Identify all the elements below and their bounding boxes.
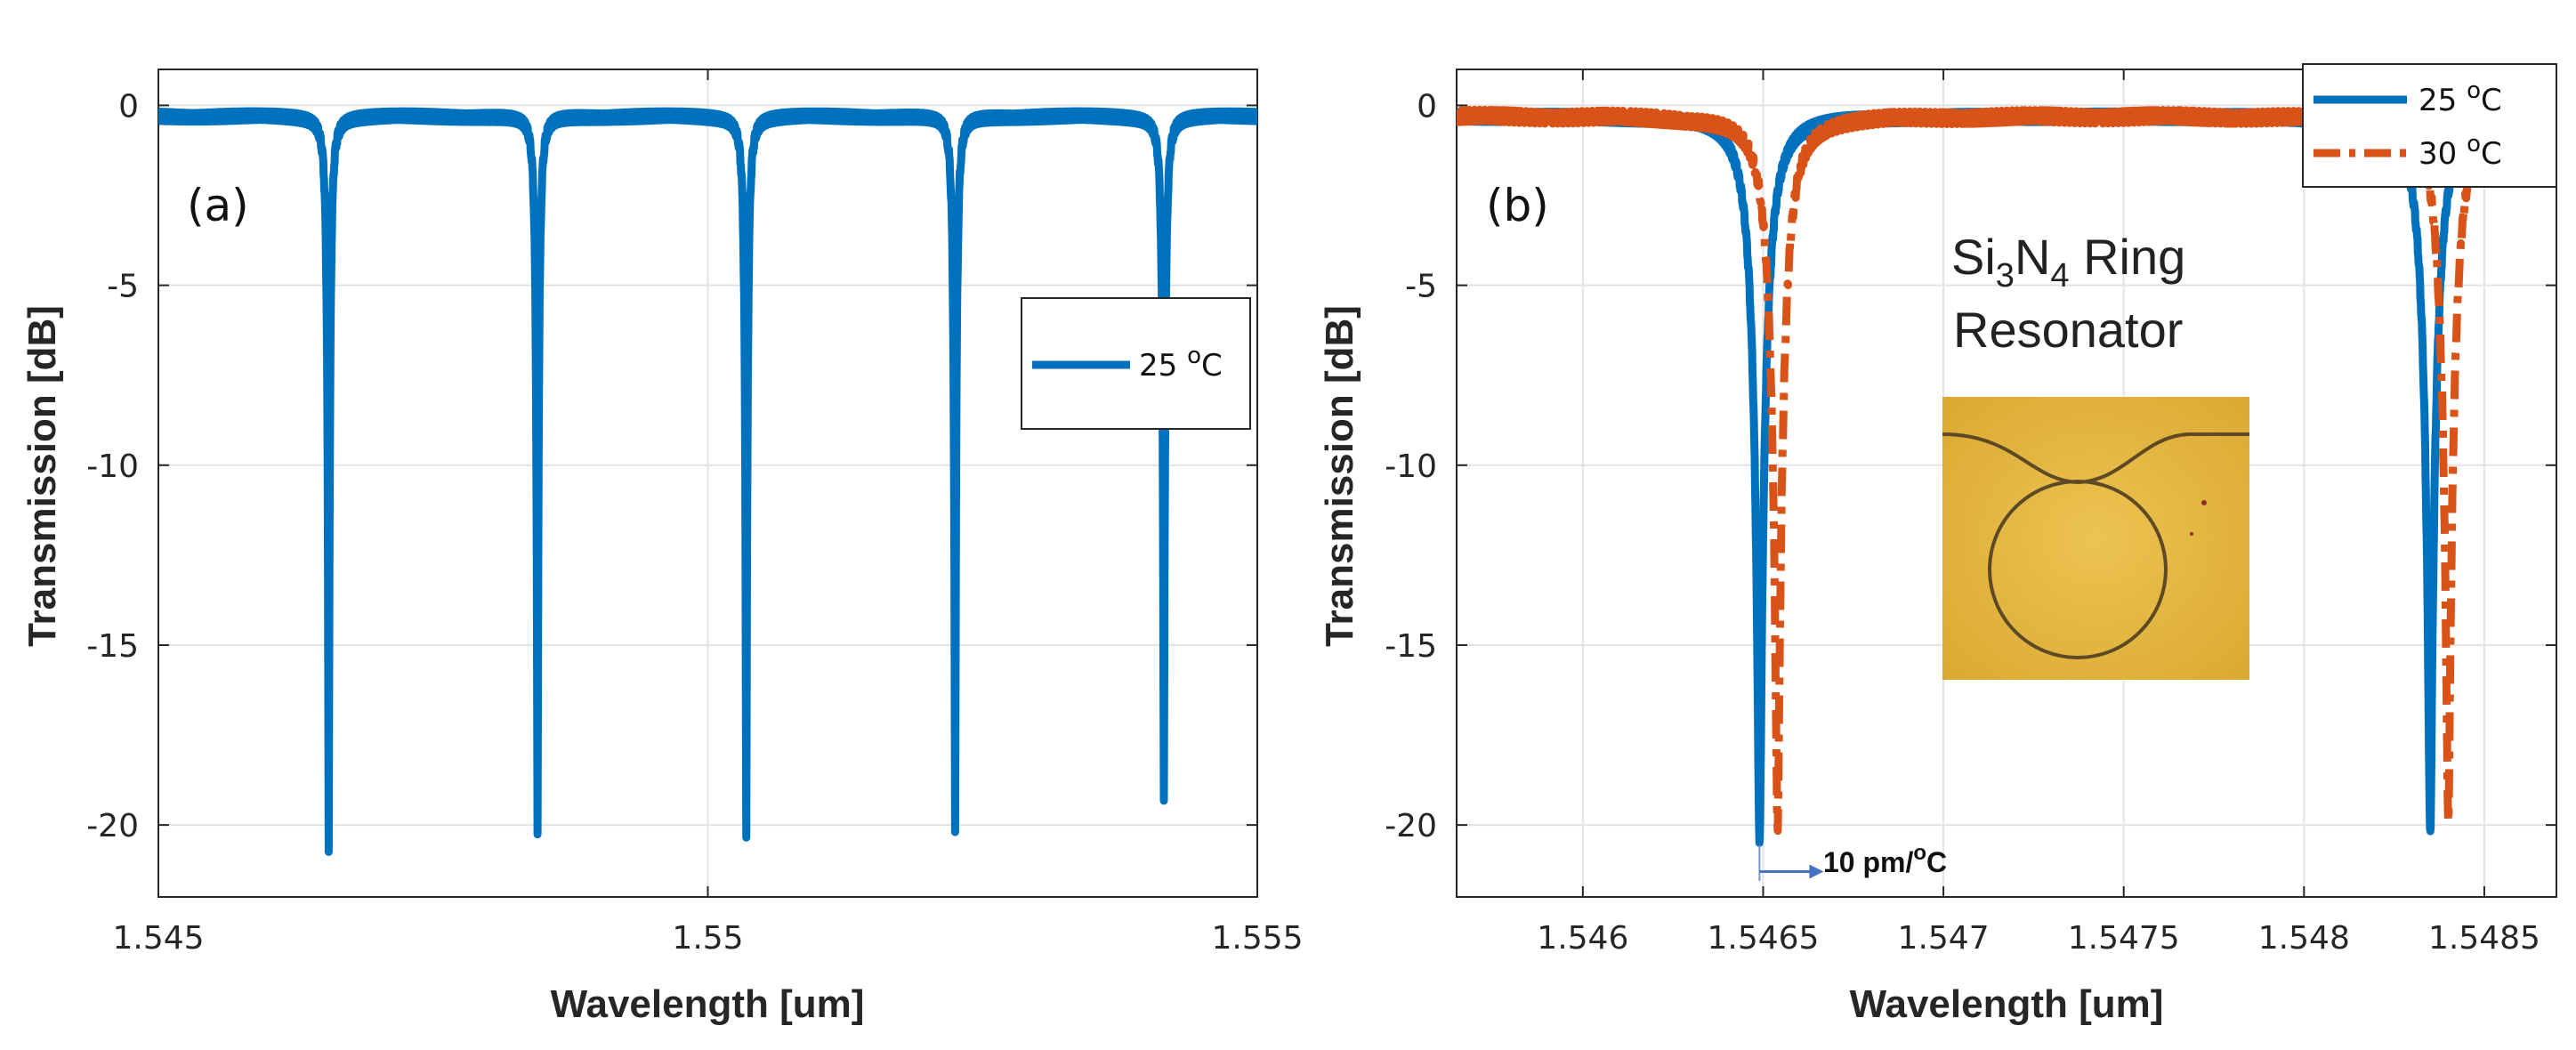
inset-title-sub3: 3 — [1996, 257, 2015, 295]
series-line-a-25C — [158, 107, 1257, 856]
x-tick-label: 1.545 — [112, 920, 204, 957]
y-tick-label: -5 — [1405, 269, 1437, 305]
ticks-a: 1.545 1.55 1.555 0 -5 -10 -15 -20 — [86, 69, 1304, 957]
legend-a: 25 oC — [1021, 297, 1251, 430]
legend-unit-b-25C: C — [2481, 83, 2502, 118]
ring-waveguide — [1988, 480, 2168, 659]
x-tick-label: 1.546 — [1537, 920, 1628, 957]
shift-label-value: 10 pm/ — [1823, 846, 1913, 878]
x-tick-label: 1.5485 — [2428, 920, 2540, 957]
axes-box-b — [1456, 69, 2557, 898]
shift-annotation: 10 pm/oC — [1758, 841, 1947, 881]
micrograph-speck — [2190, 532, 2193, 536]
series-group-a — [158, 107, 1257, 856]
shift-arrowhead — [1809, 864, 1824, 879]
y-tick-label: -10 — [1385, 448, 1437, 485]
inset-title-line2: Resonator — [1953, 302, 2183, 358]
chart-panel-a: 1.545 1.55 1.555 0 -5 -10 -15 -20 (a) Wavelengt… — [20, 69, 1304, 1026]
legend-label-b-25C-value: 25 — [2419, 83, 2467, 118]
inset-title-sub4: 4 — [2050, 257, 2069, 295]
inset-title-si: Si — [1951, 229, 1996, 285]
x-axis-label-a: Wavelength [um] — [551, 982, 865, 1026]
shift-label-degree: o — [1913, 841, 1926, 865]
legend-unit-a: C — [1201, 348, 1223, 384]
panel-label-a: (a) — [187, 180, 249, 231]
x-tick-label: 1.55 — [672, 920, 743, 957]
chart-panel-b: 1.546 1.5465 1.547 1.5475 1.548 1.5485 0 -5 -10 -… — [1318, 63, 2557, 1026]
y-axis-label-b: Transmission [dB] — [1318, 305, 1361, 647]
y-tick-label: -20 — [86, 808, 139, 844]
x-axis-label-b: Wavelength [um] — [1850, 982, 2164, 1026]
y-tick-label: 0 — [118, 88, 139, 125]
y-tick-label: -15 — [86, 628, 139, 665]
y-tick-label: 0 — [1417, 88, 1437, 125]
legend-degree-a: o — [1187, 343, 1201, 369]
legend-degree-b-25C: o — [2467, 77, 2481, 104]
micrograph-background — [1942, 397, 2249, 680]
shift-label: 10 pm/oC — [1823, 841, 1947, 878]
panel-label-b: (b) — [1486, 180, 1549, 231]
ticks-b: 1.546 1.5465 1.547 1.5475 1.548 1.5485 0 -5 -10 -… — [1385, 69, 2556, 957]
legend-label-b-30C: 30 oC — [2419, 131, 2502, 172]
inset-title-line1: Si3N4 Ring — [1951, 229, 2185, 295]
legend-label-a-25C: 25 oC — [1139, 343, 1223, 384]
legend-b: 25 oC 30 oC — [2302, 63, 2557, 188]
legend-box-b — [2302, 63, 2557, 188]
x-tick-label: 1.548 — [2258, 920, 2350, 957]
y-tick-label: -10 — [86, 448, 139, 485]
x-tick-label: 1.547 — [1898, 920, 1990, 957]
y-tick-label: -15 — [1385, 628, 1437, 665]
y-axis-label-a: Transmission [dB] — [20, 305, 64, 647]
legend-degree-b-30C: o — [2467, 131, 2481, 158]
x-tick-label: 1.5465 — [1707, 920, 1819, 957]
micrograph-speck — [2201, 500, 2207, 505]
y-tick-label: -20 — [1385, 808, 1437, 844]
shift-label-unit: C — [1926, 846, 1947, 878]
legend-label-b-25C: 25 oC — [2419, 77, 2502, 118]
legend-label-a-25C-value: 25 — [1139, 348, 1187, 384]
legend-unit-b-30C: C — [2481, 136, 2502, 172]
inset-title-ring: Ring — [2070, 229, 2186, 285]
y-tick-label: -5 — [107, 269, 139, 305]
x-tick-label: 1.5475 — [2068, 920, 2180, 957]
legend-label-b-30C-value: 30 — [2419, 136, 2467, 172]
ring-resonator-micrograph — [1942, 397, 2249, 680]
x-tick-label: 1.555 — [1211, 920, 1303, 957]
inset-title-n: N — [2015, 229, 2050, 285]
